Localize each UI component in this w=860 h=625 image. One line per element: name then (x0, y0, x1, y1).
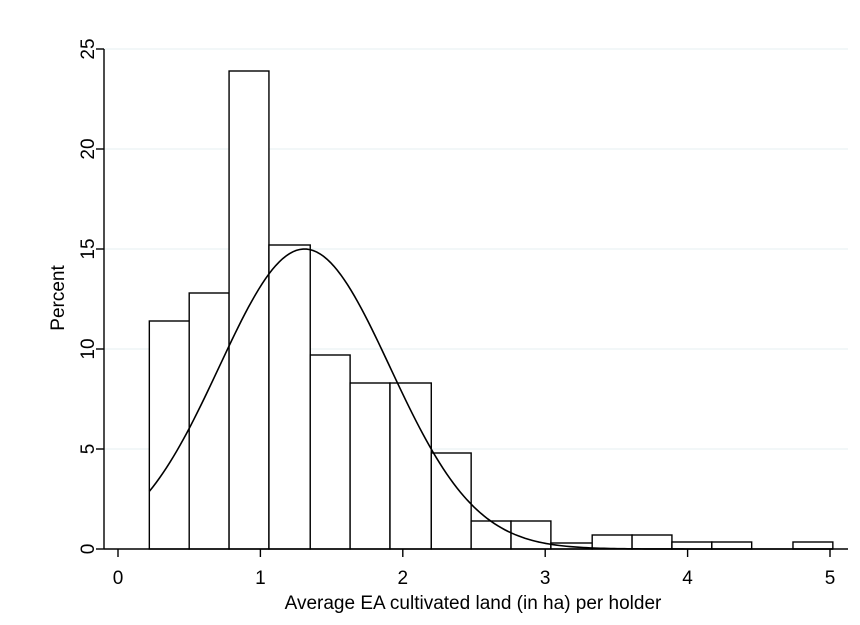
histogram-bar-2 (188, 292, 230, 550)
histogram-bar-8 (430, 452, 472, 550)
axes (96, 48, 848, 557)
histogram-bar-7 (389, 382, 432, 550)
y-tick-label-20: 20 (78, 138, 99, 159)
x-tick-label-4: 4 (682, 568, 693, 589)
x-tick-label-2: 2 (398, 568, 409, 589)
histogram-bars (148, 70, 834, 550)
y-tick-labels: 0 5 10 15 20 25 (78, 38, 99, 554)
y-axis-label: Percent (48, 265, 69, 331)
y-tick-label-15: 15 (78, 238, 99, 259)
y-tick-label-25: 25 (78, 38, 99, 59)
histogram-bar-6 (349, 382, 391, 550)
x-axis-label: Average EA cultivated land (in ha) per h… (285, 593, 662, 614)
y-tick-label-0: 0 (78, 544, 99, 555)
histogram-bar-13 (631, 534, 673, 550)
x-tick-label-1: 1 (255, 568, 266, 589)
histogram-bar-4 (268, 244, 311, 550)
x-tick-label-0: 0 (113, 568, 124, 589)
x-tick-labels: 0 1 2 3 4 5 (113, 568, 836, 589)
histogram-bar-17 (792, 541, 834, 550)
x-tick-label-3: 3 (540, 568, 551, 589)
x-tick-label-5: 5 (825, 568, 836, 589)
histogram-bar-14 (671, 541, 713, 550)
histogram-bar-15 (711, 541, 753, 550)
y-tick-label-10: 10 (78, 338, 99, 359)
histogram-bar-5 (309, 354, 351, 550)
histogram-bar-1 (148, 320, 190, 550)
histogram-bar-9 (470, 520, 512, 550)
histogram-bar-3 (228, 70, 270, 550)
y-tick-label-5: 5 (78, 444, 99, 455)
histogram-bar-12 (591, 534, 633, 550)
